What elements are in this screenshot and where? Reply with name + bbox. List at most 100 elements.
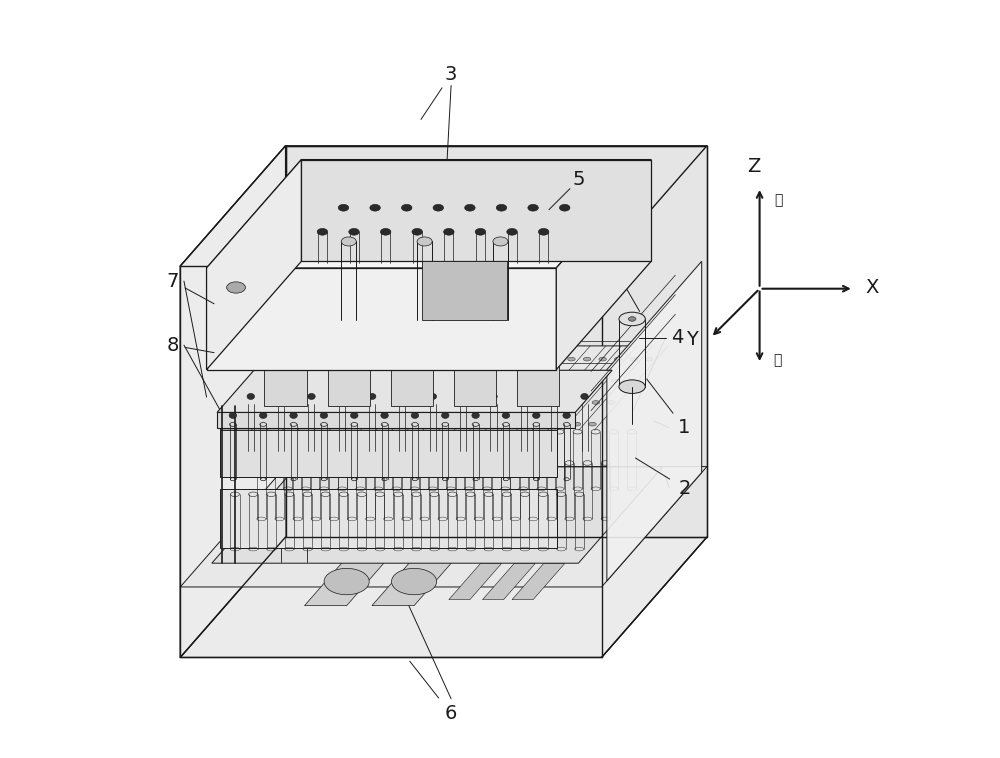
Ellipse shape <box>268 379 276 383</box>
Ellipse shape <box>318 357 326 361</box>
Ellipse shape <box>393 379 400 383</box>
Ellipse shape <box>561 400 568 404</box>
Ellipse shape <box>349 357 357 361</box>
Polygon shape <box>212 467 663 563</box>
Polygon shape <box>328 359 370 406</box>
Ellipse shape <box>550 393 558 399</box>
Ellipse shape <box>444 228 454 235</box>
Polygon shape <box>180 146 707 266</box>
Polygon shape <box>180 467 707 587</box>
Ellipse shape <box>493 237 508 246</box>
Polygon shape <box>180 266 602 657</box>
Ellipse shape <box>349 228 359 235</box>
Ellipse shape <box>338 205 349 211</box>
Ellipse shape <box>464 422 472 426</box>
Polygon shape <box>512 563 565 600</box>
Polygon shape <box>391 359 433 406</box>
Ellipse shape <box>381 357 388 361</box>
Ellipse shape <box>474 357 482 361</box>
Ellipse shape <box>592 400 600 404</box>
Ellipse shape <box>399 393 406 399</box>
Ellipse shape <box>581 393 588 399</box>
Ellipse shape <box>537 357 544 361</box>
Ellipse shape <box>374 400 381 404</box>
Ellipse shape <box>514 400 522 404</box>
Text: 2: 2 <box>678 478 691 497</box>
Text: 下: 下 <box>773 353 782 367</box>
Ellipse shape <box>429 393 437 399</box>
Text: Y: Y <box>686 330 698 349</box>
Ellipse shape <box>229 412 237 418</box>
Ellipse shape <box>495 422 503 426</box>
Ellipse shape <box>505 357 513 361</box>
Ellipse shape <box>308 422 316 426</box>
Ellipse shape <box>533 379 541 383</box>
Ellipse shape <box>433 205 444 211</box>
Ellipse shape <box>391 568 437 595</box>
Polygon shape <box>328 324 401 359</box>
Ellipse shape <box>401 205 412 211</box>
Ellipse shape <box>459 393 467 399</box>
Ellipse shape <box>341 237 356 246</box>
Ellipse shape <box>227 282 245 293</box>
Ellipse shape <box>408 379 416 383</box>
Ellipse shape <box>308 393 315 399</box>
Polygon shape <box>301 160 651 262</box>
Polygon shape <box>217 370 612 412</box>
Text: 5: 5 <box>573 170 585 189</box>
Ellipse shape <box>520 393 528 399</box>
Ellipse shape <box>486 379 494 383</box>
Ellipse shape <box>277 393 285 399</box>
Ellipse shape <box>580 379 587 383</box>
Polygon shape <box>217 412 575 428</box>
Polygon shape <box>180 146 286 657</box>
Ellipse shape <box>320 412 328 418</box>
Text: 4: 4 <box>671 328 683 347</box>
Ellipse shape <box>630 357 638 361</box>
Polygon shape <box>264 359 307 406</box>
Ellipse shape <box>396 357 404 361</box>
Ellipse shape <box>381 412 388 418</box>
Ellipse shape <box>452 400 459 404</box>
Polygon shape <box>286 146 707 537</box>
Ellipse shape <box>499 400 506 404</box>
Ellipse shape <box>533 412 540 418</box>
Ellipse shape <box>247 393 255 399</box>
Ellipse shape <box>599 357 606 361</box>
Ellipse shape <box>362 379 369 383</box>
Ellipse shape <box>628 317 636 321</box>
Ellipse shape <box>355 422 362 426</box>
Ellipse shape <box>619 380 645 393</box>
Ellipse shape <box>358 400 366 404</box>
Ellipse shape <box>421 400 428 404</box>
Ellipse shape <box>280 400 288 404</box>
Polygon shape <box>454 359 496 406</box>
Ellipse shape <box>334 357 341 361</box>
Ellipse shape <box>230 422 238 426</box>
Polygon shape <box>220 431 557 477</box>
Ellipse shape <box>284 379 291 383</box>
Ellipse shape <box>412 357 419 361</box>
Ellipse shape <box>496 205 507 211</box>
Text: 3: 3 <box>445 64 457 84</box>
Polygon shape <box>264 324 338 359</box>
Ellipse shape <box>338 393 346 399</box>
Ellipse shape <box>646 357 653 361</box>
Text: 7: 7 <box>166 271 179 290</box>
Ellipse shape <box>443 357 450 361</box>
Ellipse shape <box>518 379 525 383</box>
Polygon shape <box>449 563 502 600</box>
Polygon shape <box>180 537 707 657</box>
Ellipse shape <box>480 422 487 426</box>
Polygon shape <box>207 160 651 268</box>
Ellipse shape <box>417 422 425 426</box>
Ellipse shape <box>564 379 572 383</box>
Ellipse shape <box>559 205 570 211</box>
Ellipse shape <box>545 400 553 404</box>
Ellipse shape <box>568 357 575 361</box>
Ellipse shape <box>490 357 497 361</box>
Ellipse shape <box>368 393 376 399</box>
Text: 上: 上 <box>775 193 783 207</box>
Ellipse shape <box>411 412 419 418</box>
Ellipse shape <box>530 400 537 404</box>
